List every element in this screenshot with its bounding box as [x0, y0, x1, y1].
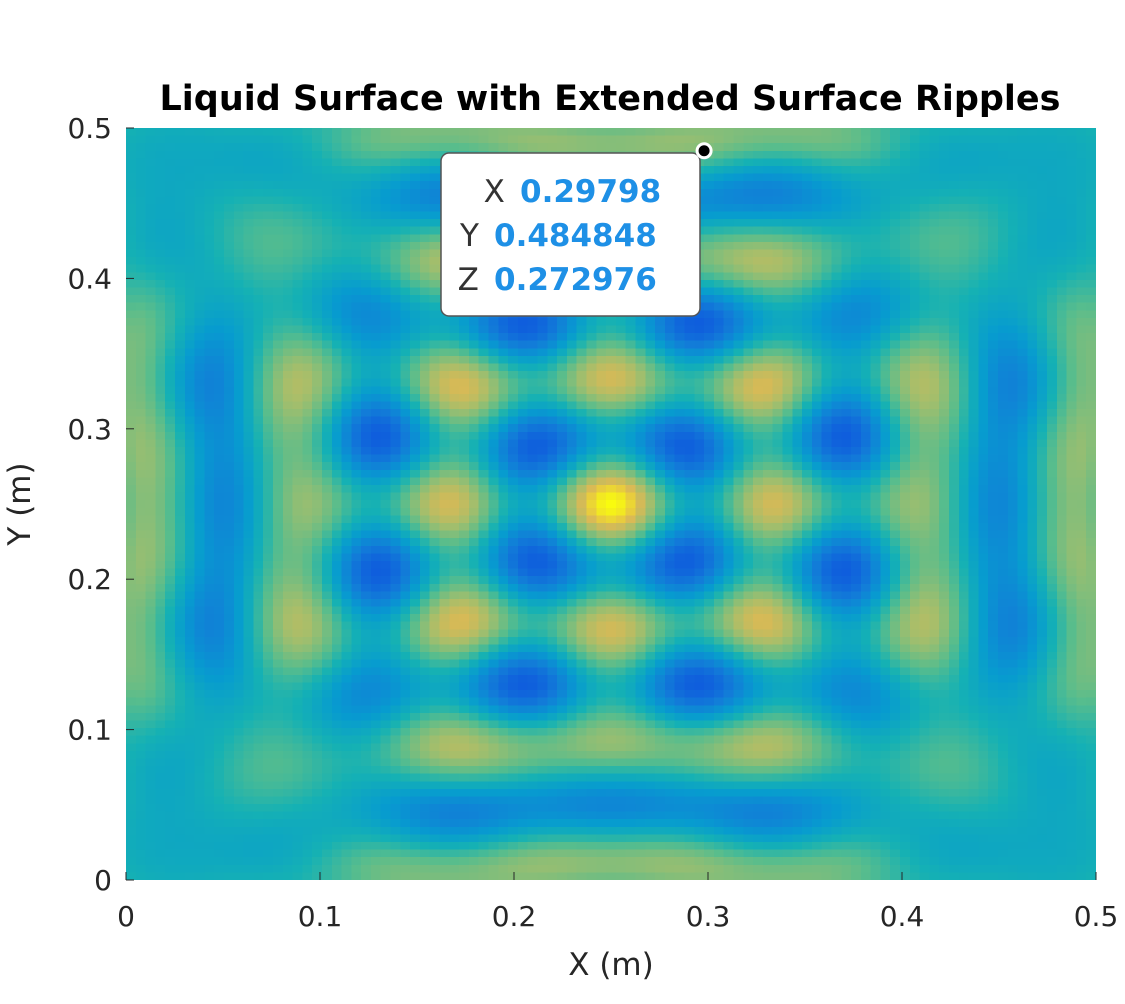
datatip-y-row: Y 0.484848	[459, 218, 657, 254]
y-tick-label: 0	[94, 864, 112, 897]
y-tick-label: 0.1	[67, 714, 112, 747]
datatip-y-value: 0.484848	[494, 218, 657, 254]
chart-title: Liquid Surface with Extended Surface Rip…	[160, 79, 1061, 119]
datatip-z-row: Z 0.272976	[458, 262, 657, 298]
x-tick-label: 0.4	[880, 900, 925, 933]
datatip-z-name: Z	[458, 262, 479, 298]
x-tick-label: 0.3	[686, 900, 731, 933]
y-tick-label: 0.5	[67, 112, 112, 145]
x-tick-label: 0.1	[298, 900, 343, 933]
x-tick-label: 0	[117, 900, 135, 933]
y-tick-label: 0.3	[67, 413, 112, 446]
datatip-z-value: 0.272976	[494, 262, 657, 298]
y-tick-label: 0.4	[67, 262, 112, 295]
datatip-marker[interactable]	[695, 142, 713, 160]
datatip[interactable]: X 0.29798 Y 0.484848 Z 0.272976	[440, 142, 713, 317]
x-tick-label: 0.2	[492, 900, 537, 933]
y-tick-label: 0.2	[67, 563, 112, 596]
datatip-x-value: 0.29798	[520, 174, 661, 210]
x-axis-label: X (m)	[568, 947, 653, 983]
datatip-x-row: X 0.29798	[484, 174, 662, 210]
y-axis-label: Y (m)	[2, 462, 38, 546]
datatip-y-name: Y	[459, 218, 479, 254]
y-axis: 0 0.1 0.2 0.3 0.4 0.5	[67, 112, 134, 897]
x-tick-label: 0.5	[1074, 900, 1119, 933]
datatip-x-name: X	[484, 174, 505, 210]
x-axis: 0 0.1 0.2 0.3 0.4 0.5	[117, 872, 1118, 933]
datatip-box	[440, 152, 701, 317]
